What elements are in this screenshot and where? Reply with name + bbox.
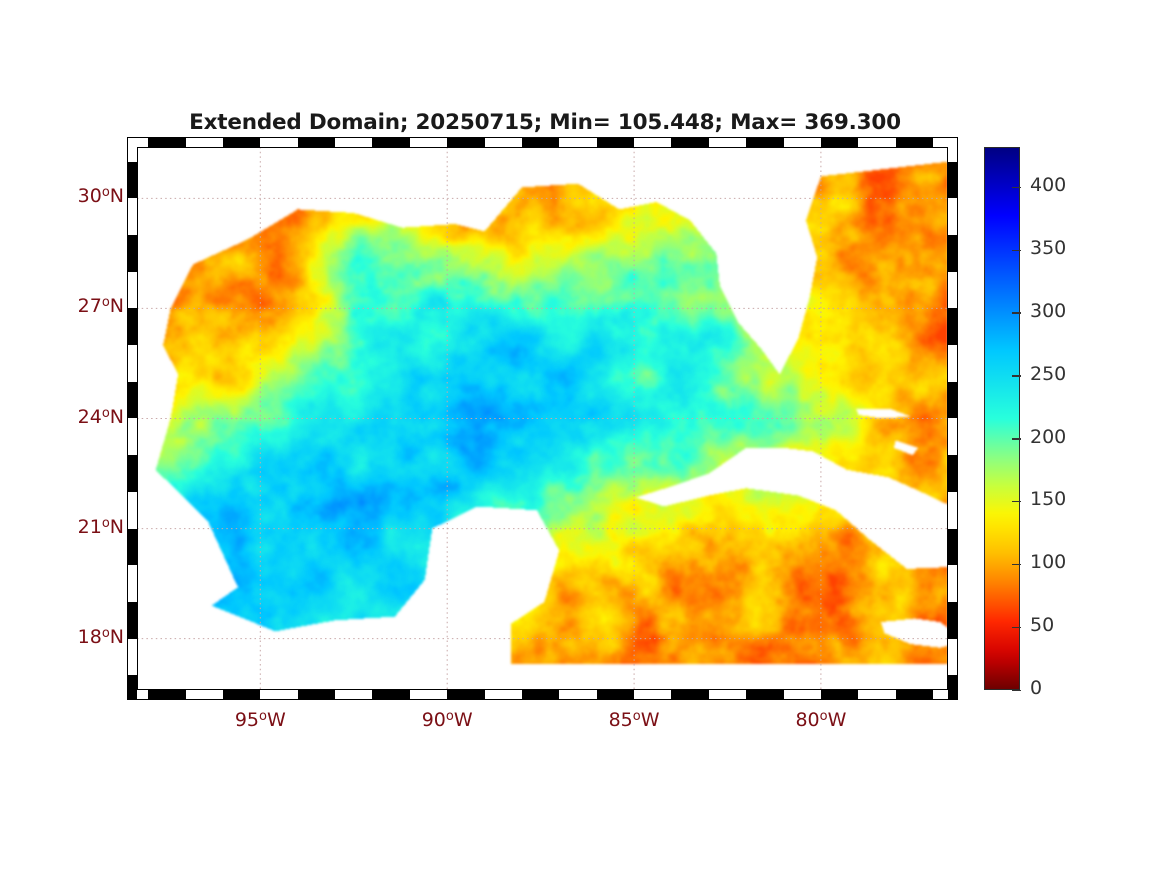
latitude-tick-label: 24oN [77, 405, 124, 428]
frame-segment [447, 137, 485, 147]
map-data-field [137, 147, 948, 690]
longitude-tick-label: 95oW [234, 709, 286, 731]
colorbar-tick-label: 0 [1030, 677, 1043, 699]
frame-segment [372, 137, 410, 147]
frame-segment [148, 137, 186, 147]
map-axes [127, 137, 958, 700]
frame-segment [297, 690, 336, 700]
colorbar-tick [1012, 186, 1021, 189]
frame-segment [948, 308, 958, 346]
colorbar-tick-label: 300 [1030, 299, 1067, 322]
colorbar-tick-label: 350 [1030, 237, 1067, 260]
frame-segment [948, 455, 958, 492]
frame-segment [746, 137, 784, 147]
frame-segment [127, 528, 137, 566]
colorbar-tick-label: 100 [1030, 551, 1067, 574]
map-frame-left [127, 137, 137, 700]
frame-segment [671, 690, 709, 700]
colorbar-tick [1012, 626, 1021, 629]
frame-segment [372, 690, 410, 700]
frame-segment [521, 137, 560, 147]
frame-segment [948, 235, 958, 272]
frame-segment [948, 675, 958, 700]
map-frame-bottom [127, 690, 958, 700]
longitude-tick-label: 85oW [608, 709, 660, 731]
longitude-tick-label: 80oW [795, 709, 847, 731]
frame-segment [671, 137, 709, 147]
colorbar-tick-label: 400 [1030, 174, 1067, 197]
frame-segment [222, 690, 261, 700]
frame-segment [521, 690, 560, 700]
colorbar-tick-label: 150 [1030, 488, 1067, 511]
frame-segment [447, 690, 485, 700]
colorbar [984, 147, 1020, 690]
colorbar-gradient [985, 148, 1019, 689]
frame-segment [127, 308, 137, 346]
colorbar-tick [1012, 563, 1021, 566]
colorbar-tick-label: 50 [1030, 614, 1055, 637]
frame-segment [596, 690, 635, 700]
frame-segment [297, 137, 336, 147]
frame-segment [948, 161, 958, 199]
frame-segment [948, 601, 958, 639]
frame-segment [820, 690, 859, 700]
latitude-tick-label: 27oN [77, 295, 124, 318]
frame-segment [596, 137, 635, 147]
latitude-tick-label: 30oN [77, 185, 124, 208]
frame-segment [820, 137, 859, 147]
frame-segment [895, 137, 934, 147]
frame-segment [127, 675, 137, 700]
colorbar-tick [1012, 375, 1021, 377]
latitude-tick-label: 18oN [77, 625, 124, 648]
colorbar-tick-label: 200 [1030, 425, 1067, 448]
colorbar-tick [1012, 249, 1021, 252]
latitude-tick-label: 21oN [77, 515, 124, 538]
colorbar-tick [1012, 500, 1021, 503]
frame-segment [895, 690, 934, 700]
page-title: Extended Domain; 20250715; Min= 105.448;… [189, 110, 901, 135]
frame-segment [127, 455, 137, 492]
frame-segment [222, 137, 261, 147]
longitude-tick-label: 90oW [421, 709, 473, 731]
frame-segment [127, 161, 137, 199]
frame-segment [948, 528, 958, 566]
frame-segment [127, 235, 137, 272]
frame-segment [746, 690, 784, 700]
map-frame-right [948, 137, 958, 700]
colorbar-tick [1012, 312, 1021, 314]
frame-segment [948, 381, 958, 419]
colorbar-tick [1012, 689, 1021, 691]
colorbar-tick [1012, 438, 1021, 440]
frame-segment [127, 381, 137, 419]
frame-segment [148, 690, 186, 700]
colorbar-tick-label: 250 [1030, 362, 1067, 385]
map-frame-top [127, 137, 958, 147]
frame-segment [127, 601, 137, 639]
